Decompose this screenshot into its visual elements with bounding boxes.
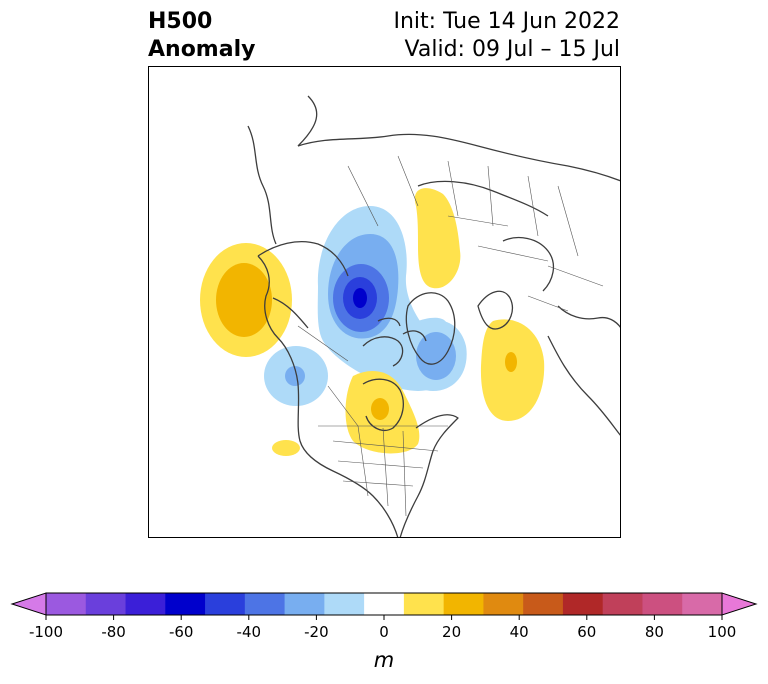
anomaly-north-pacific-high: [200, 243, 292, 357]
colorbar-tick-label: -100: [29, 623, 63, 641]
colorbar-tick-label: -60: [169, 623, 194, 641]
colorbar-tick-label: 100: [708, 623, 737, 641]
coastlines: [247, 95, 621, 538]
colorbar-tick-label: 20: [442, 623, 461, 641]
anomaly-siberia-high: [414, 188, 461, 289]
anomaly-north-atlantic-high: [480, 319, 545, 421]
anomaly-arctic-low: [317, 206, 454, 391]
colorbar-tick-label: -40: [237, 623, 262, 641]
colorbar: -100 -80 -60 -40 -20 0 20 40 60 80 100 m: [10, 592, 758, 672]
colorbar-swatch: [284, 593, 325, 615]
map-dates: Init: Tue 14 Jun 2022 Valid: 09 Jul – 15…: [394, 8, 621, 64]
colorbar-tick-label: -80: [101, 623, 126, 641]
colorbar-tick-label: 40: [510, 623, 529, 641]
colorbar-swatch: [483, 593, 524, 615]
colorbar-swatch: [125, 593, 166, 615]
title-variable: H500: [148, 9, 213, 34]
colorbar-swatch: [403, 593, 445, 615]
colorbar-swatch: [85, 593, 127, 615]
colorbar-swatch: [205, 593, 246, 615]
colorbar-swatches: [10, 592, 758, 616]
colorbar-swatch: [165, 593, 206, 615]
map-title: H500 Anomaly: [148, 8, 255, 64]
colorbar-unit: m: [374, 648, 394, 672]
colorbar-ticks: -100 -80 -60 -40 -20 0 20 40 60 80 100: [29, 615, 736, 641]
colorbar-swatch: [602, 593, 643, 615]
anomaly-pacific-lowlat-high: [272, 440, 300, 456]
colorbar-extend-low: [10, 592, 47, 616]
anomaly-greenland-low: [388, 317, 467, 391]
init-date: Init: Tue 14 Jun 2022: [393, 9, 621, 34]
colorbar-swatch: [324, 593, 365, 615]
title-type: Anomaly: [148, 37, 256, 62]
colorbar-swatch: [523, 593, 564, 615]
colorbar-extend-high: [721, 592, 758, 616]
political-borders: [297, 155, 604, 517]
colorbar-swatch: [642, 593, 683, 615]
colorbar-tick-label: 80: [645, 623, 664, 641]
colorbar-tick-label: -20: [304, 623, 329, 641]
anomaly-map: [148, 66, 621, 538]
colorbar-tick-label: 60: [577, 623, 596, 641]
colorbar-swatch: [562, 593, 604, 615]
colorbar-swatch: [244, 593, 286, 615]
colorbar-swatch: [46, 593, 87, 615]
anomaly-gulf-alaska-low: [264, 346, 328, 406]
anomaly-fields: [200, 188, 545, 456]
valid-range: Valid: 09 Jul – 15 Jul: [404, 37, 620, 62]
colorbar-swatch: [443, 593, 484, 615]
colorbar-swatch: [364, 593, 405, 615]
colorbar-swatch: [682, 593, 723, 615]
colorbar-tick-label: 0: [379, 623, 389, 641]
